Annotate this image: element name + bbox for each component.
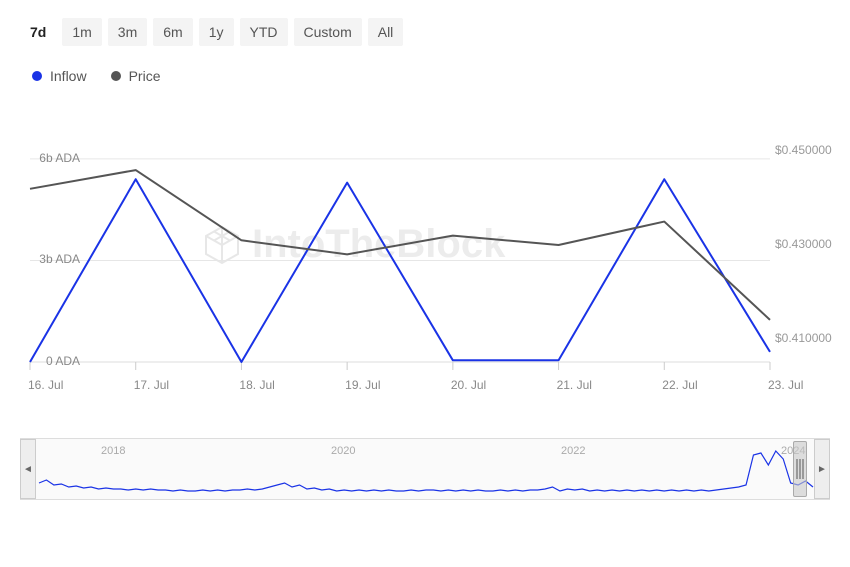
x-tick-label: 17. Jul: [134, 378, 169, 392]
range-year-label: 2022: [561, 445, 585, 457]
x-tick-label: 21. Jul: [557, 378, 592, 392]
period-btn-ytd[interactable]: YTD: [240, 18, 288, 46]
chart-legend: Inflow Price: [20, 68, 830, 84]
chart-canvas: [20, 122, 830, 412]
range-year-label: 2018: [101, 445, 125, 457]
range-scroll-left-button[interactable]: ◄: [20, 439, 36, 499]
period-selector: 7d1m3m6m1yYTDCustomAll: [20, 18, 830, 46]
x-tick-label: 18. Jul: [239, 378, 274, 392]
x-tick-label: 20. Jul: [451, 378, 486, 392]
y-left-tick-label: 6b ADA: [0, 151, 80, 165]
period-btn-1y[interactable]: 1y: [199, 18, 234, 46]
x-tick-label: 19. Jul: [345, 378, 380, 392]
legend-dot-icon: [111, 71, 121, 81]
range-sparkline: [21, 439, 831, 501]
x-tick-label: 23. Jul: [768, 378, 803, 392]
y-left-tick-label: 0 ADA: [0, 354, 80, 368]
legend-label: Price: [129, 68, 161, 84]
period-btn-7d[interactable]: 7d: [20, 18, 56, 46]
period-btn-custom[interactable]: Custom: [294, 18, 362, 46]
main-chart: IntoTheBlock 0 ADA3b ADA6b ADA $0.410000…: [20, 122, 830, 412]
legend-dot-icon: [32, 71, 42, 81]
legend-item-inflow[interactable]: Inflow: [32, 68, 87, 84]
y-right-tick-label: $0.410000: [775, 331, 832, 345]
x-tick-label: 22. Jul: [662, 378, 697, 392]
legend-item-price[interactable]: Price: [111, 68, 161, 84]
legend-label: Inflow: [50, 68, 87, 84]
x-tick-label: 16. Jul: [28, 378, 63, 392]
period-btn-6m[interactable]: 6m: [153, 18, 192, 46]
range-handle[interactable]: [793, 441, 807, 497]
period-btn-3m[interactable]: 3m: [108, 18, 147, 46]
period-btn-all[interactable]: All: [368, 18, 404, 46]
range-scroll-right-button[interactable]: ►: [814, 439, 830, 499]
y-right-tick-label: $0.450000: [775, 143, 832, 157]
range-navigator[interactable]: 2018202020222024 ◄ ►: [20, 438, 830, 500]
y-left-tick-label: 3b ADA: [0, 252, 80, 266]
range-year-label: 2020: [331, 445, 355, 457]
y-right-tick-label: $0.430000: [775, 237, 832, 251]
period-btn-1m[interactable]: 1m: [62, 18, 101, 46]
